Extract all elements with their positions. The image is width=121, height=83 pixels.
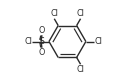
Text: Cl: Cl [77, 65, 84, 74]
Text: O: O [39, 26, 45, 35]
Text: Cl: Cl [94, 37, 102, 46]
Text: Cl: Cl [50, 9, 58, 18]
Text: Cl: Cl [24, 37, 32, 46]
Text: Cl: Cl [77, 9, 84, 18]
Text: S: S [38, 37, 44, 46]
Text: O: O [39, 48, 45, 57]
